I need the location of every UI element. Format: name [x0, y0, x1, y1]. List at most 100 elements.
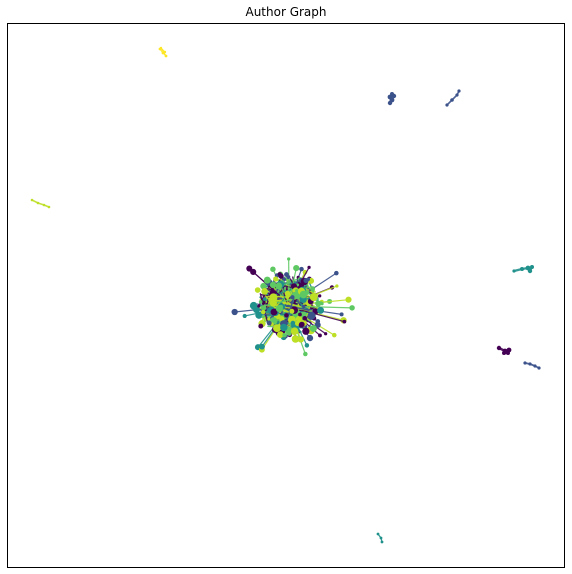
graph-node: [533, 364, 537, 368]
graph-node: [502, 351, 506, 355]
graph-node: [163, 50, 167, 54]
graph-node: [282, 332, 287, 338]
graph-node: [269, 293, 278, 302]
graph-node: [284, 272, 289, 277]
graph-node: [258, 300, 263, 304]
graph-edge: [259, 297, 298, 308]
graph-node: [257, 304, 261, 308]
graph-node: [324, 332, 328, 336]
graph-node: [339, 312, 344, 317]
graph-node: [335, 284, 339, 288]
graph-node: [317, 306, 325, 314]
graph-node: [275, 304, 283, 313]
graph-node: [342, 319, 347, 324]
graph-node: [277, 272, 283, 277]
graph-node: [36, 201, 40, 205]
graph-node: [262, 297, 267, 301]
graph-node: [287, 257, 291, 261]
graph-node: [304, 343, 310, 348]
graph-node: [299, 266, 304, 272]
graph-node: [450, 98, 454, 102]
graph-node: [302, 304, 306, 309]
graph-node: [260, 282, 267, 290]
graph-node: [295, 315, 303, 323]
author-graph: [30, 46, 541, 544]
graph-node: [290, 320, 296, 326]
graph-node: [380, 540, 384, 544]
graph-node: [260, 305, 267, 311]
graph-node: [258, 323, 264, 329]
graph-node: [291, 335, 300, 343]
graph-node: [527, 268, 533, 274]
graph-node: [250, 268, 257, 276]
graph-node: [254, 287, 261, 293]
graph-node: [309, 293, 318, 302]
graph-edge: [302, 305, 353, 309]
graph-node: [537, 366, 541, 370]
graph-node: [302, 315, 308, 321]
graph-node: [284, 290, 291, 297]
graph-node: [310, 286, 316, 292]
graph-node: [231, 308, 238, 316]
graph-node: [298, 321, 305, 328]
graph-node: [455, 93, 459, 97]
graph-node: [303, 278, 309, 284]
graph-node: [512, 269, 516, 273]
graph-node: [387, 100, 393, 106]
graph-edge: [257, 317, 282, 348]
graph-node: [270, 308, 278, 316]
graph-node: [318, 294, 322, 298]
graph-node: [273, 276, 279, 282]
graph-node: [309, 324, 317, 332]
graph-node: [345, 296, 352, 303]
graph-node: [270, 266, 276, 272]
graph-node: [42, 203, 46, 207]
graph-node: [349, 305, 355, 311]
graph-edge: [302, 309, 345, 323]
graph-node: [530, 265, 534, 269]
graph-node: [47, 205, 51, 209]
graph-node: [289, 308, 295, 314]
graph-node: [261, 287, 269, 295]
graph-node: [299, 290, 308, 299]
graph-node: [267, 317, 271, 321]
graph-node: [506, 351, 510, 355]
graph-node: [376, 532, 380, 536]
graph-node: [528, 362, 532, 366]
graph-node: [379, 536, 383, 540]
graph-node: [30, 198, 34, 202]
graph-node: [318, 333, 322, 338]
graph-node: [261, 315, 265, 319]
graph-node: [284, 313, 289, 318]
graph-node: [297, 336, 305, 343]
chart-title: Author Graph: [245, 5, 327, 19]
graph-node: [159, 46, 163, 50]
graph-node: [266, 320, 272, 326]
graph-node: [523, 361, 527, 365]
graph-edge: [269, 277, 301, 292]
graph-node: [295, 289, 299, 293]
graph-node: [307, 311, 316, 320]
plot-area: [7, 23, 565, 568]
graph-edge: [272, 268, 285, 294]
graph-node: [280, 323, 288, 332]
graph-node: [279, 315, 285, 322]
graph-node: [259, 343, 265, 350]
graph-node: [275, 282, 283, 290]
graph-node: [290, 295, 295, 300]
graph-node: [242, 313, 247, 319]
graph-edge: [301, 285, 338, 301]
graph-node: [445, 103, 449, 107]
graph-node: [255, 311, 263, 319]
graph-node: [263, 276, 271, 284]
graph-node: [306, 334, 314, 342]
graph-node: [302, 327, 310, 335]
graph-edge: [261, 317, 283, 347]
graph-node: [496, 345, 502, 351]
graph-node: [269, 299, 278, 307]
graph-node: [164, 54, 168, 58]
graph-node: [260, 309, 266, 315]
graph-node: [161, 51, 165, 55]
graph-node: [285, 294, 290, 299]
